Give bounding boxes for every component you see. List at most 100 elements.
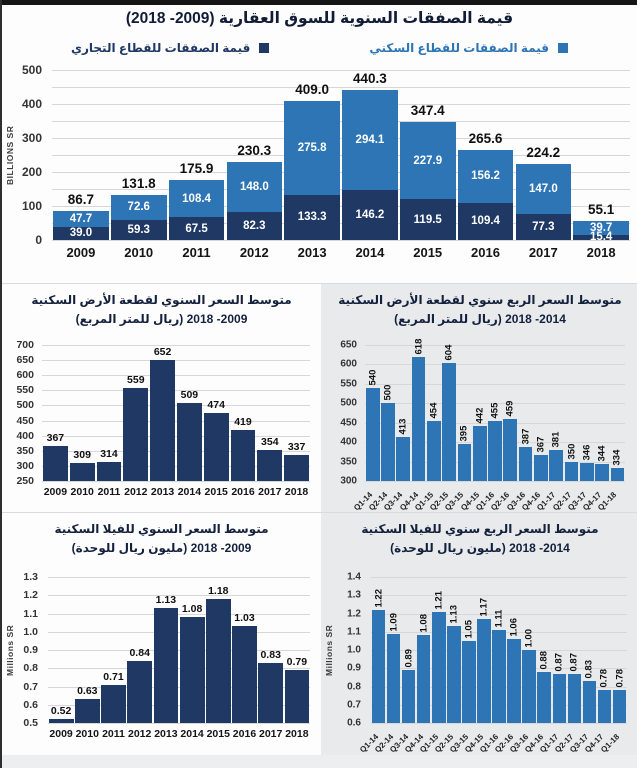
x-axis-label: 2012 xyxy=(239,245,269,260)
bar-value-label: 0.78 xyxy=(614,669,625,688)
bar-segment: 108.4 xyxy=(168,180,225,217)
x-axis-label: 2016 xyxy=(471,245,500,260)
bar xyxy=(284,670,310,723)
bar-value-label: 0.83 xyxy=(583,660,595,679)
x-axis-label: 2018 xyxy=(586,245,616,260)
total-value-label: 86.7 xyxy=(67,191,95,207)
gridline xyxy=(52,70,630,71)
bar xyxy=(492,629,506,723)
bar xyxy=(432,611,446,723)
bar-segment: 59.3 xyxy=(111,219,167,240)
gridline xyxy=(365,481,625,482)
bar-value-label: 0.78 xyxy=(598,669,610,688)
bar-value-label: 367 xyxy=(46,431,65,444)
gridline xyxy=(42,450,310,452)
bar xyxy=(153,608,179,723)
gridline xyxy=(42,465,310,467)
y-axis-tick: 500 xyxy=(340,397,357,409)
x-axis-label: 2010 xyxy=(75,728,99,740)
y-axis-title: BILLIONS SR xyxy=(5,125,15,185)
bar-value-label: 0.52 xyxy=(50,705,72,718)
stacked-bar: 39.0 47.7 xyxy=(53,210,109,240)
villa-annual-title: متوسط السعر السنوي للفيلا السكنية (مليون… xyxy=(8,520,315,558)
land-annual-bar-chart: 250 300 350 400 450 500 550 600 650 700 367 309 314 5… xyxy=(2,339,321,509)
y-axis-tick: 1.0 xyxy=(347,644,361,656)
bar-value-label: 0.63 xyxy=(77,685,98,698)
bar xyxy=(258,662,284,723)
bar-value-label: 0.83 xyxy=(260,648,281,661)
x-axis-label: 2011 xyxy=(97,486,121,498)
bar-value-label: 509 xyxy=(180,388,199,401)
segment-value-label: 148.0 xyxy=(239,180,269,193)
y-axis-tick: 600 xyxy=(340,358,357,370)
bar-value-label: 1.08 xyxy=(181,603,203,616)
gridline xyxy=(48,686,310,688)
x-axis-label: 2013 xyxy=(154,728,178,740)
stacked-bar: 133.3 275.8 xyxy=(284,100,340,240)
land-quarterly-title: متوسط السعر الربع سنوي لقطعة الأرض السكن… xyxy=(327,291,633,329)
legend-item-residential: قيمة الصفقات للقطاع السكني xyxy=(369,41,569,55)
legend-item-commercial: قيمة الصفقات للقطاع التجاري xyxy=(71,41,270,55)
plot-area: 367 309 314 559 652 509 474 419 354 337 xyxy=(42,345,310,482)
y-axis-tick: 1.2 xyxy=(23,589,38,602)
gridline xyxy=(52,172,630,173)
bar-value-label: 309 xyxy=(73,449,91,462)
bar xyxy=(549,449,564,481)
y-axis-tick: 0.8 xyxy=(23,662,38,675)
y-axis-tick: 1.2 xyxy=(347,608,361,619)
bar-value-label: 1.00 xyxy=(523,629,535,648)
bar-value-label: 1.21 xyxy=(433,590,445,610)
gridline xyxy=(48,631,310,633)
bar xyxy=(127,661,153,723)
bar-value-label: 1.06 xyxy=(508,618,520,637)
bar-value-label: 0.71 xyxy=(103,670,124,683)
bar-segment: 77.3 xyxy=(515,213,572,240)
bar-segment: 294.1 xyxy=(342,90,398,191)
y-axis-tick: 0.7 xyxy=(347,699,361,711)
gridline xyxy=(48,595,310,597)
segment-value-label: 67.5 xyxy=(185,222,208,235)
gridline xyxy=(371,723,627,724)
total-value-label: 55.1 xyxy=(587,202,615,218)
y-axis-tick: 650 xyxy=(16,354,34,367)
y-axis-tick: 0.9 xyxy=(347,662,361,674)
gridline xyxy=(365,383,625,385)
segment-value-label: 47.7 xyxy=(69,212,93,225)
bar-segment: 82.3 xyxy=(226,212,283,240)
bar xyxy=(507,639,521,723)
bar xyxy=(426,421,441,481)
x-axis-label: 2015 xyxy=(206,728,230,740)
gridline xyxy=(52,155,630,156)
y-axis-tick: 500 xyxy=(16,399,34,412)
bar-value-label: 0.84 xyxy=(129,647,150,659)
panel-land-quarterly: متوسط السعر الربع سنوي لقطعة الأرض السكن… xyxy=(321,283,637,512)
bar xyxy=(232,626,257,723)
stacked-bar: 82.3 148.0 xyxy=(226,161,283,240)
bar-value-label: 1.08 xyxy=(418,614,430,633)
bar-value-label: 604 xyxy=(443,344,455,361)
gridline xyxy=(371,577,627,578)
bar-value-label: 350 xyxy=(566,443,577,460)
y-axis-tick: 300 xyxy=(340,475,357,487)
bar-value-label: 0.79 xyxy=(286,656,308,669)
gridline xyxy=(52,223,630,224)
bar-value-label: 0.89 xyxy=(403,649,415,668)
bar xyxy=(610,467,625,481)
bar-segment: 72.6 xyxy=(111,195,167,220)
total-value-label: 224.2 xyxy=(526,144,561,160)
y-axis-tick: 700 xyxy=(16,339,34,351)
gridline xyxy=(52,189,630,190)
total-value-label: 230.3 xyxy=(237,142,272,158)
segment-value-label: 39.0 xyxy=(69,227,93,240)
bar xyxy=(42,445,68,481)
panel-villa-quarterly: متوسط السعر الربع سنوي للفيلا السكنية (م… xyxy=(321,512,637,755)
bar xyxy=(488,420,502,481)
x-axis-label: 2016 xyxy=(232,728,257,740)
bar-value-label: 0.87 xyxy=(553,652,565,672)
bar xyxy=(462,640,476,723)
plot-area: 1.22 1.09 0.89 1.08 1.21 1.13 1.05 1.17 1.11 1.06… xyxy=(371,577,627,724)
segment-value-label: 59.3 xyxy=(127,223,150,236)
bar-segment: 67.5 xyxy=(168,217,225,240)
bar-value-label: 474 xyxy=(207,399,225,412)
gridline xyxy=(52,121,630,122)
